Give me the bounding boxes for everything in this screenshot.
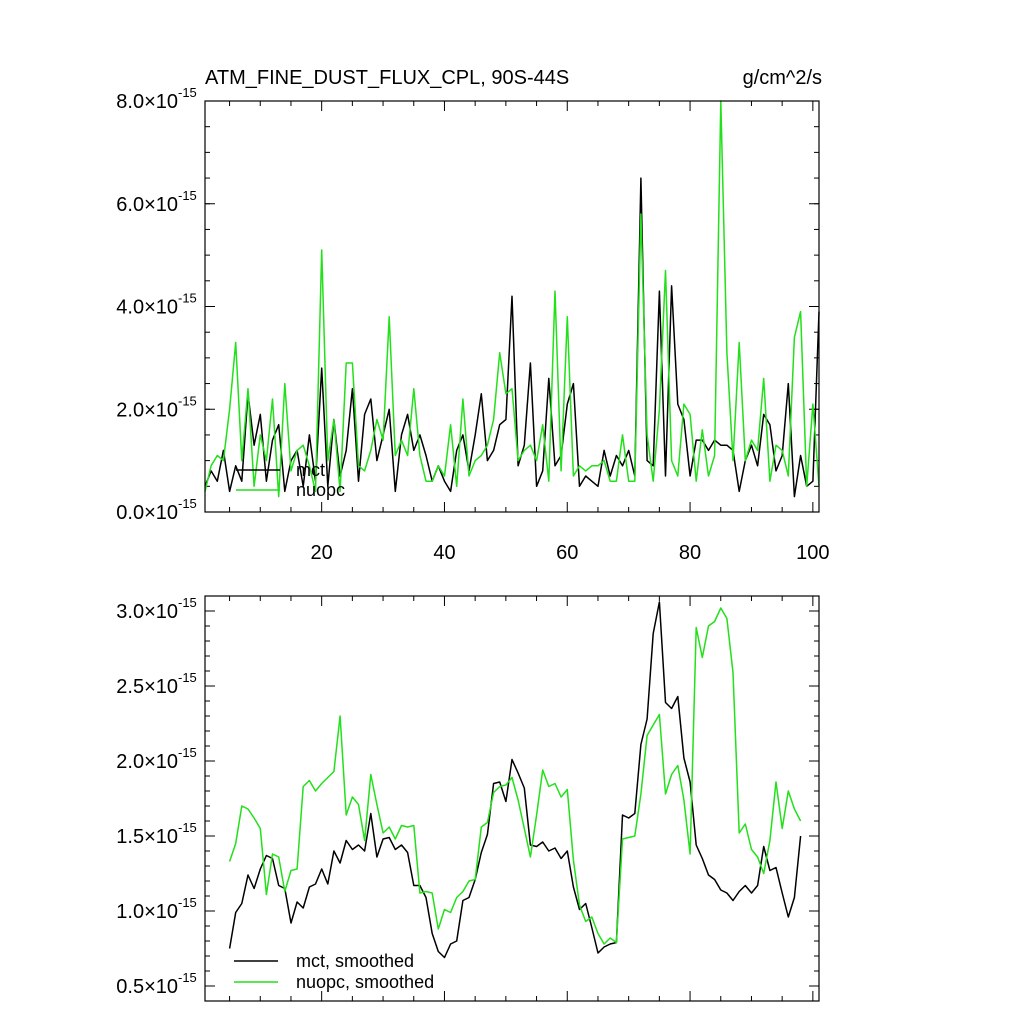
chart2-y-tick-exponent: -15 [178,970,197,985]
chart1-y-tick-exponent: -15 [178,496,197,511]
chart1-y-tick-label: 2.0×10 [116,399,178,421]
chart2-y-tick-label: 1.0×10 [116,901,178,923]
chart2-y-tick-label: 3.0×10 [116,601,178,623]
legend-label-nuopc: nuopc [296,480,345,500]
bottom-legend: mct, smoothed nuopc, smoothed [234,951,434,992]
chart1-x-tick-label: 60 [556,542,578,564]
top-panel: ATM_FINE_DUST_FLUX_CPL, 90S-44S g/cm^2/s… [116,67,829,564]
chart1-y-tick-exponent: -15 [178,85,197,100]
series-line-nuopc-smoothed [228,607,802,945]
chart1-y-tick-label: 8.0×10 [116,91,178,113]
top-plot-frame [204,100,820,513]
series-line-mct [204,177,820,498]
chart1-y-tick-label: 0.0×10 [116,502,178,524]
chart2-y-tick-exponent: -15 [178,745,197,760]
chart2-y-tick-exponent: -15 [178,820,197,835]
chart2-y-tick-label: 2.5×10 [116,676,178,698]
chart2-y-tick-label: 0.5×10 [116,976,178,998]
legend-label-mct: mct [296,460,325,480]
chart1-y-tick-label: 6.0×10 [116,194,178,216]
chart2-y-tick-label: 1.5×10 [116,826,178,848]
chart1-x-tick-label: 100 [796,542,829,564]
series-line-mct-smoothed [228,601,802,959]
series-line-nuopc [204,100,820,498]
chart2-y-tick-exponent: -15 [178,670,197,685]
chart2-y-tick-exponent: -15 [178,595,197,610]
chart1-x-tick-label: 80 [679,542,701,564]
units-label: g/cm^2/s [743,67,822,89]
chart1-x-tick-label: 20 [311,542,333,564]
bottom-panel: 0.5×10 -151.0×10 -151.5×10 -152.0×10 -152.5×… [116,595,820,1002]
legend-label-nuopc-smoothed: nuopc, smoothed [296,972,434,992]
chart2-y-tick-exponent: -15 [178,895,197,910]
chart1-y-tick-exponent: -15 [178,291,197,306]
chart2-y-tick-label: 2.0×10 [116,751,178,773]
bottom-plot-frame [204,595,820,1002]
chart1-y-tick-label: 4.0×10 [116,297,178,319]
chart1-y-tick-exponent: -15 [178,393,197,408]
chart1-x-tick-label: 40 [433,542,455,564]
top-legend: mct nuopc [236,460,345,500]
chart-title: ATM_FINE_DUST_FLUX_CPL, 90S-44S [205,67,569,89]
legend-label-mct-smoothed: mct, smoothed [296,951,414,971]
chart1-y-tick-exponent: -15 [178,188,197,203]
